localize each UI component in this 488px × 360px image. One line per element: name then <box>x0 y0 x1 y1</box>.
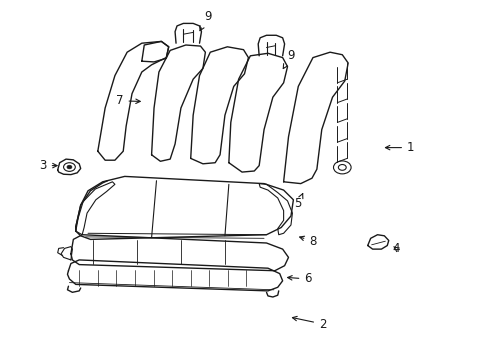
Text: 1: 1 <box>385 141 414 154</box>
Text: 2: 2 <box>292 316 326 330</box>
Text: 3: 3 <box>39 159 57 172</box>
Text: 9: 9 <box>283 49 294 68</box>
Text: 6: 6 <box>287 273 311 285</box>
Text: 9: 9 <box>200 10 211 31</box>
Text: 5: 5 <box>294 194 302 210</box>
Text: 4: 4 <box>391 242 399 255</box>
Circle shape <box>67 165 72 169</box>
Text: 8: 8 <box>299 235 316 248</box>
Text: 7: 7 <box>116 94 140 107</box>
